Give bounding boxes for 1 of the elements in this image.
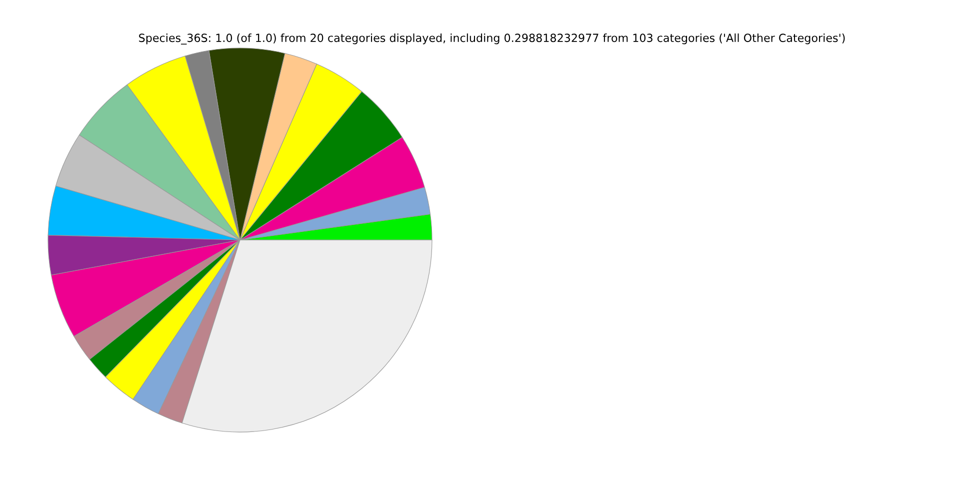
text: Species_36S: 1.0 (of 1.0) from 20 categories displayed, including 0.298818232977 from 103 categories ('All Other Categories') <box>139 33 845 45</box>
